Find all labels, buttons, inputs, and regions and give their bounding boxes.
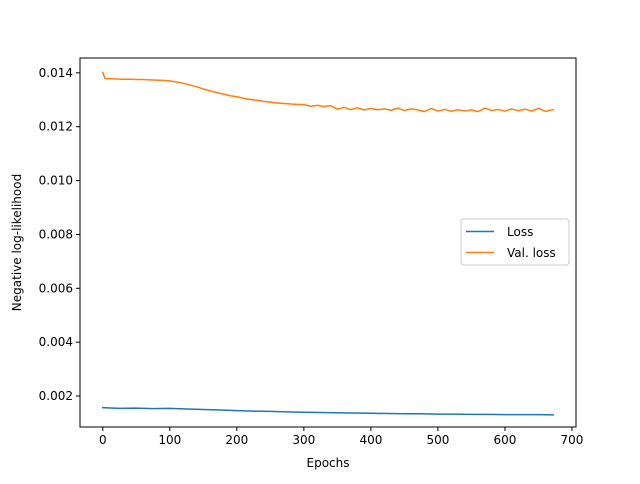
y-tick-label: 0.014 [39,66,73,80]
x-tick-label: 0 [99,433,107,447]
plot-frame [79,57,577,428]
x-tick-label: 500 [426,433,449,447]
legend: Loss Val. loss [460,218,570,266]
y-tick-label: 0.008 [39,227,73,241]
x-tick-label: 200 [225,433,248,447]
x-tick-label: 700 [561,433,584,447]
x-tick-label: 100 [158,433,181,447]
y-tick-label: 0.004 [39,335,73,349]
series-line-val-loss [101,71,555,113]
legend-box [460,218,570,266]
series-layer [101,71,555,416]
x-axis: 0 100 200 300 400 500 600 700 [99,427,583,447]
x-axis-label: Epochs [307,456,350,470]
y-axis-label: Negative log-likelihood [10,174,24,311]
y-axis: 0.002 0.004 0.006 0.008 0.010 0.012 0.014 [39,66,80,403]
series-line-loss [102,406,554,416]
y-tick-label: 0.012 [39,120,73,134]
legend-label-loss: Loss [507,225,533,239]
y-tick-label: 0.006 [39,281,73,295]
y-tick-label: 0.002 [39,389,73,403]
x-tick-label: 400 [359,433,382,447]
x-tick-label: 600 [493,433,516,447]
legend-label-val-loss: Val. loss [507,246,556,260]
y-tick-label: 0.010 [39,174,73,188]
x-tick-label: 300 [292,433,315,447]
